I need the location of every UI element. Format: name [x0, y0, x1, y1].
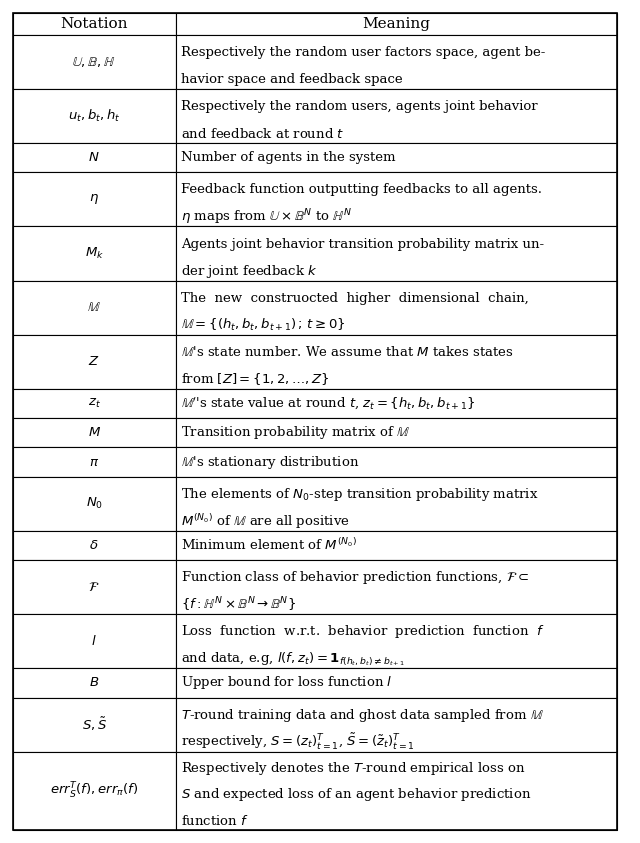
- Text: The  new  construocted  higher  dimensional  chain,: The new construocted higher dimensional …: [180, 292, 529, 304]
- Bar: [13, 615, 175, 668]
- Bar: [13, 560, 175, 615]
- Bar: [175, 698, 616, 752]
- Text: $M^{(N_0)}$ of $\mathbb{M}$ are all positive: $M^{(N_0)}$ of $\mathbb{M}$ are all posi…: [180, 512, 349, 531]
- Bar: [13, 418, 175, 448]
- Bar: [13, 698, 175, 752]
- Bar: [13, 668, 175, 698]
- Bar: [13, 752, 175, 830]
- Text: Agents joint behavior transition probability matrix un-: Agents joint behavior transition probabi…: [180, 238, 544, 250]
- Text: $\mathbb{M}$'s state number. We assume that $M$ takes states: $\mathbb{M}$'s state number. We assume t…: [180, 345, 513, 359]
- Text: Function class of behavior prediction functions, $\mathcal{F} \subset$: Function class of behavior prediction fu…: [180, 569, 529, 586]
- Text: respectively, $S = (z_t)_{t=1}^T$, $\tilde{S} = (\tilde{z}_t)_{t=1}^T$: respectively, $S = (z_t)_{t=1}^T$, $\til…: [180, 733, 415, 752]
- Text: $z_t$: $z_t$: [88, 397, 100, 410]
- Text: Respectively denotes the $T$-round empirical loss on: Respectively denotes the $T$-round empir…: [180, 760, 525, 777]
- Text: $\mathbb{M}$: $\mathbb{M}$: [87, 301, 101, 314]
- Text: $N$: $N$: [88, 151, 100, 164]
- Text: Respectively the random users, agents joint behavior: Respectively the random users, agents jo…: [180, 100, 538, 113]
- Bar: [175, 418, 616, 448]
- Bar: [175, 531, 616, 560]
- Bar: [175, 227, 616, 281]
- Bar: [175, 281, 616, 335]
- Text: Respectively the random user factors space, agent be-: Respectively the random user factors spa…: [180, 46, 545, 59]
- Bar: [13, 173, 175, 227]
- Text: $\mathbb{U}, \mathbb{B}, \mathbb{H}$: $\mathbb{U}, \mathbb{B}, \mathbb{H}$: [72, 55, 116, 69]
- Bar: [13, 448, 175, 477]
- Bar: [175, 143, 616, 173]
- Text: $\eta$ maps from $\mathbb{U} \times \mathbb{B}^N$ to $\mathbb{H}^N$: $\eta$ maps from $\mathbb{U} \times \mat…: [180, 207, 351, 227]
- Bar: [13, 13, 175, 35]
- Text: $\mathbb{M}'$'s state value at round $t$, $z_t = \{h_t, b_t, b_{t+1}\}$: $\mathbb{M}'$'s state value at round $t$…: [180, 395, 475, 411]
- Text: function $f$: function $f$: [180, 814, 249, 828]
- Bar: [13, 281, 175, 335]
- Text: $\delta$: $\delta$: [90, 539, 99, 552]
- Text: $\pi$: $\pi$: [89, 455, 99, 469]
- Text: Meaning: Meaning: [362, 17, 430, 31]
- Text: $l$: $l$: [92, 634, 97, 648]
- Text: $M$: $M$: [88, 427, 100, 439]
- Bar: [13, 227, 175, 281]
- Text: havior space and feedback space: havior space and feedback space: [180, 73, 403, 86]
- Text: Loss  function  w.r.t.  behavior  prediction  function  $f$: Loss function w.r.t. behavior prediction…: [180, 623, 544, 640]
- Text: Feedback function outputting feedbacks to all agents.: Feedback function outputting feedbacks t…: [180, 184, 541, 196]
- Text: $M_k$: $M_k$: [84, 246, 104, 261]
- Text: Number of agents in the system: Number of agents in the system: [180, 151, 395, 164]
- Bar: [175, 615, 616, 668]
- Bar: [175, 389, 616, 418]
- Text: from $[Z] = \{1, 2, \ldots, Z\}$: from $[Z] = \{1, 2, \ldots, Z\}$: [180, 371, 329, 387]
- Bar: [175, 477, 616, 531]
- Text: Upper bound for loss function $l$: Upper bound for loss function $l$: [180, 674, 392, 691]
- Text: $S, \tilde{S}$: $S, \tilde{S}$: [81, 716, 107, 733]
- Text: $\mathbb{M}$'s stationary distribution: $\mathbb{M}$'s stationary distribution: [180, 454, 359, 470]
- Text: Transition probability matrix of $\mathbb{M}$: Transition probability matrix of $\mathb…: [180, 424, 410, 441]
- Text: $B$: $B$: [89, 676, 99, 690]
- Bar: [175, 89, 616, 143]
- Text: $\eta$: $\eta$: [89, 192, 99, 207]
- Bar: [175, 752, 616, 830]
- Bar: [175, 560, 616, 615]
- Text: $\mathbb{M} = \{(h_t, b_t, b_{t+1})\,;\, t \geq 0\}$: $\mathbb{M} = \{(h_t, b_t, b_{t+1})\,;\,…: [180, 317, 346, 333]
- Bar: [175, 173, 616, 227]
- Text: Minimum element of $M^{(N_0)}$: Minimum element of $M^{(N_0)}$: [180, 538, 356, 553]
- Bar: [175, 13, 616, 35]
- Text: The elements of $N_0$-step transition probability matrix: The elements of $N_0$-step transition pr…: [180, 486, 538, 502]
- Text: $Z$: $Z$: [88, 355, 100, 368]
- Text: $S$ and expected loss of an agent behavior prediction: $S$ and expected loss of an agent behavi…: [180, 787, 531, 803]
- Text: $N_0$: $N_0$: [86, 497, 102, 512]
- Text: der joint feedback $k$: der joint feedback $k$: [180, 262, 317, 280]
- Bar: [13, 477, 175, 531]
- Bar: [13, 531, 175, 560]
- Text: $err_S^T(f), err_\pi(f)$: $err_S^T(f), err_\pi(f)$: [50, 781, 138, 801]
- Text: and feedback at round $t$: and feedback at round $t$: [180, 126, 344, 141]
- Text: and data, e.g, $l(f, z_t) = \mathbf{1}_{f(h_t, b_t) \neq b_{t+1}}$: and data, e.g, $l(f, z_t) = \mathbf{1}_{…: [180, 650, 404, 668]
- Text: Notation: Notation: [60, 17, 128, 31]
- Bar: [175, 448, 616, 477]
- Bar: [13, 35, 175, 89]
- Bar: [13, 335, 175, 389]
- Bar: [175, 668, 616, 698]
- Bar: [13, 143, 175, 173]
- Text: $T$-round training data and ghost data sampled from $\mathbb{M}$: $T$-round training data and ghost data s…: [180, 706, 543, 723]
- Bar: [13, 389, 175, 418]
- Text: $\{f : \mathbb{H}^N \times \mathbb{B}^N \rightarrow \mathbb{B}^N\}$: $\{f : \mathbb{H}^N \times \mathbb{B}^N …: [180, 595, 296, 614]
- Text: $u_t, b_t, h_t$: $u_t, b_t, h_t$: [68, 108, 120, 124]
- Bar: [175, 35, 616, 89]
- Bar: [175, 335, 616, 389]
- Text: $\mathcal{F}$: $\mathcal{F}$: [88, 581, 100, 593]
- Bar: [13, 89, 175, 143]
